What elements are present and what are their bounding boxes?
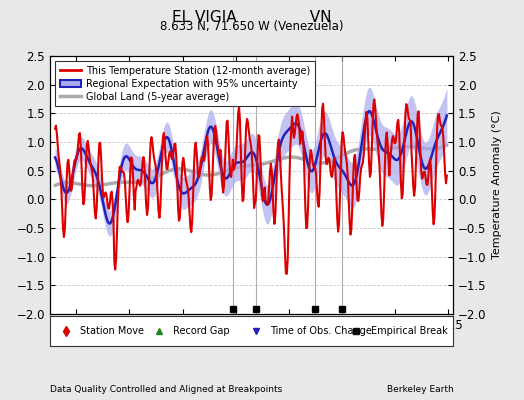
Text: Time of Obs. Change: Time of Obs. Change: [270, 326, 372, 336]
Text: Empirical Break: Empirical Break: [370, 326, 447, 336]
Text: 8.633 N, 71.650 W (Venezuela): 8.633 N, 71.650 W (Venezuela): [160, 20, 343, 33]
Legend: This Temperature Station (12-month average), Regional Expectation with 95% uncer: This Temperature Station (12-month avera…: [54, 61, 315, 106]
Text: Record Gap: Record Gap: [173, 326, 230, 336]
Text: Data Quality Controlled and Aligned at Breakpoints: Data Quality Controlled and Aligned at B…: [50, 385, 282, 394]
Text: Station Move: Station Move: [80, 326, 144, 336]
Y-axis label: Temperature Anomaly (°C): Temperature Anomaly (°C): [492, 111, 502, 259]
Text: EL VIGIA               VN: EL VIGIA VN: [172, 10, 331, 25]
Text: Berkeley Earth: Berkeley Earth: [387, 385, 453, 394]
